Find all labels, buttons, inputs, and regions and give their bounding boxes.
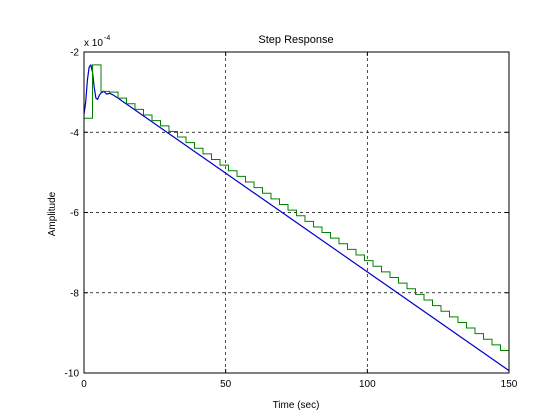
continuous-step-response-line (83, 64, 510, 372)
x-axis-label: Time (sec) (273, 400, 320, 411)
y-tick-label: -6 (70, 208, 79, 219)
x-tick-label: 150 (501, 379, 518, 390)
y-axis-label: Amplitude (47, 191, 58, 236)
y-tick-label: -10 (65, 369, 80, 380)
y-tick-label: -4 (70, 128, 79, 139)
chart-title: Step Response (258, 34, 333, 46)
y-tick-label: -8 (70, 288, 79, 299)
tick-layer: 0 50 100 150 -10 -8 -6 -4 -2 (65, 48, 518, 391)
x-tick-label: 0 (81, 379, 87, 390)
y-multiplier-base: x 10 (84, 38, 103, 49)
series-layer (83, 64, 510, 372)
discrete-step-response-line (84, 64, 510, 357)
y-tick-label: -2 (70, 48, 79, 59)
x-tick-label: 100 (359, 379, 376, 390)
y-multiplier-exponent: -4 (104, 35, 110, 42)
x-tick-label: 50 (220, 379, 232, 390)
